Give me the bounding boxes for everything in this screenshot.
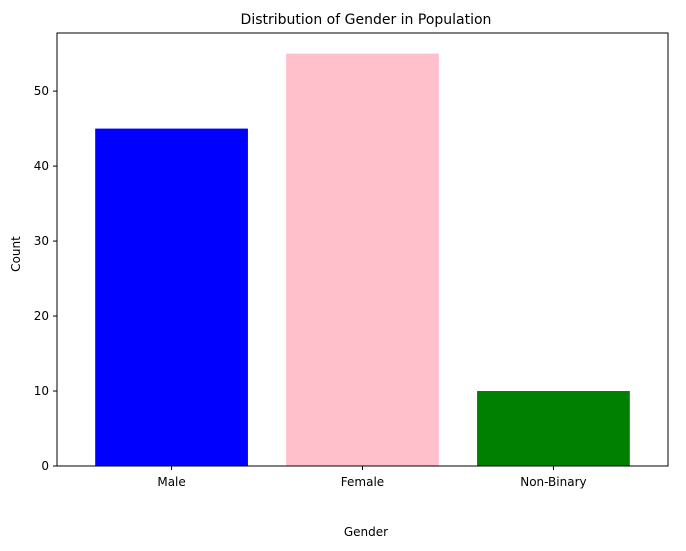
y-tick-label: 50 <box>34 84 49 98</box>
x-ticks-layer: Male Female Non-Binary <box>157 466 587 489</box>
bar-male <box>95 128 248 466</box>
y-tick-label: 30 <box>34 234 49 248</box>
y-ticks-layer: 0 10 20 30 40 50 <box>34 84 57 473</box>
y-tick-label: 20 <box>34 309 49 323</box>
y-tick-label: 10 <box>34 384 49 398</box>
y-tick-label: 0 <box>41 459 49 473</box>
x-tick-label: Female <box>341 475 384 489</box>
bars-layer <box>95 53 630 466</box>
chart-title: Distribution of Gender in Population <box>241 12 492 28</box>
plot-frame <box>56 32 669 467</box>
x-tick-label: Non-Binary <box>520 475 586 489</box>
x-axis-label: Gender <box>344 525 388 539</box>
y-tick-label: 40 <box>34 159 49 173</box>
bar-female <box>286 53 439 466</box>
bar-non-binary <box>477 391 630 466</box>
y-axis-label: Count <box>9 236 23 272</box>
x-tick-label: Male <box>157 475 185 489</box>
